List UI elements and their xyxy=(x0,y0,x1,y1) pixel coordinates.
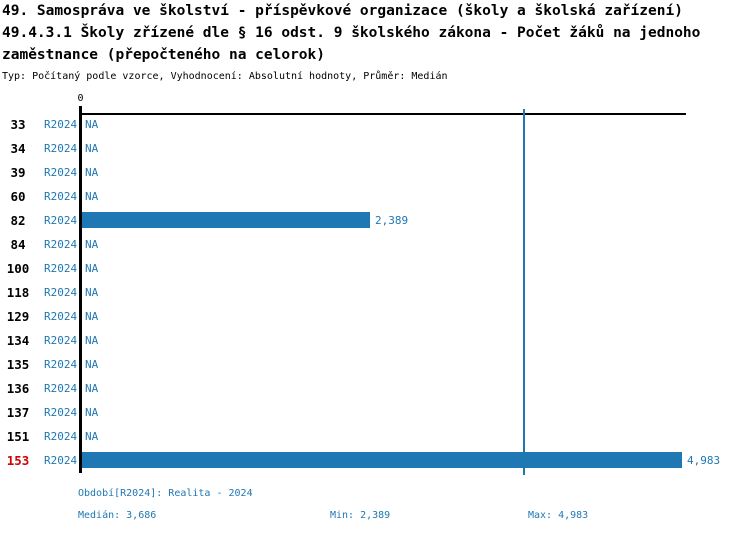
row-na-label: NA xyxy=(85,310,99,323)
chart-row-136: 136 R2024 NA xyxy=(0,376,750,400)
row-period-label: R2024 xyxy=(44,406,78,419)
row-value-label: 4,983 xyxy=(687,454,721,467)
row-category-label: 33 xyxy=(10,117,26,132)
row-period-label: R2024 xyxy=(44,430,78,443)
footer-median-label: Medián: 3,686 xyxy=(78,510,157,521)
y-axis-line xyxy=(79,106,82,473)
row-category-label: 84 xyxy=(10,237,26,252)
x-axis-line xyxy=(79,113,686,115)
row-period-label: R2024 xyxy=(44,382,78,395)
row-category-label: 34 xyxy=(10,141,26,156)
row-bar xyxy=(82,212,370,228)
row-na-label: NA xyxy=(85,190,99,203)
row-period-label: R2024 xyxy=(44,238,78,251)
row-na-label: NA xyxy=(85,262,99,275)
row-period-label: R2024 xyxy=(44,286,78,299)
report-meta-line: Typ: Počítaný podle vzorce, Vyhodnocení:… xyxy=(2,71,448,82)
row-period-label: R2024 xyxy=(44,142,78,155)
row-na-label: NA xyxy=(85,406,99,419)
row-value-label: 2,389 xyxy=(375,214,409,227)
chart-row-33: 33 R2024 NA xyxy=(0,112,750,136)
row-category-label: 134 xyxy=(6,333,30,348)
row-category-label: 100 xyxy=(6,261,30,276)
report-title-line-1: 49. Samospráva ve školství - příspěvkové… xyxy=(2,3,683,19)
chart-row-82: 82 R2024 2,389 xyxy=(0,208,750,232)
chart-row-151: 151 R2024 NA xyxy=(0,424,750,448)
report-title-line-3: zaměstnance (přepočteného na celorok) xyxy=(2,47,326,63)
row-category-label: 136 xyxy=(6,381,30,396)
footer-max-label: Max: 4,983 xyxy=(528,510,589,521)
row-na-label: NA xyxy=(85,238,99,251)
row-na-label: NA xyxy=(85,142,99,155)
row-category-label: 137 xyxy=(6,405,30,420)
row-period-label: R2024 xyxy=(44,358,78,371)
chart-row-135: 135 R2024 NA xyxy=(0,352,750,376)
row-na-label: NA xyxy=(85,430,99,443)
chart-row-153: 153 R2024 4,983 xyxy=(0,448,750,472)
chart-row-134: 134 R2024 NA xyxy=(0,328,750,352)
chart-row-60: 60 R2024 NA xyxy=(0,184,750,208)
row-category-label: 39 xyxy=(10,165,26,180)
row-na-label: NA xyxy=(85,166,99,179)
footer-min-label: Min: 2,389 xyxy=(330,510,391,521)
row-period-label: R2024 xyxy=(44,190,78,203)
row-period-label: R2024 xyxy=(44,334,78,347)
row-category-label: 118 xyxy=(6,285,30,300)
row-period-label: R2024 xyxy=(44,166,78,179)
row-category-label: 60 xyxy=(10,189,26,204)
row-na-label: NA xyxy=(85,382,99,395)
row-na-label: NA xyxy=(85,334,99,347)
row-period-label: R2024 xyxy=(44,118,78,131)
chart-row-34: 34 R2024 NA xyxy=(0,136,750,160)
chart-row-100: 100 R2024 NA xyxy=(0,256,750,280)
chart-row-129: 129 R2024 NA xyxy=(0,304,750,328)
row-category-label: 135 xyxy=(6,357,30,372)
chart-row-39: 39 R2024 NA xyxy=(0,160,750,184)
row-na-label: NA xyxy=(85,358,99,371)
x-axis-tick-label-0: 0 xyxy=(77,93,84,104)
median-reference-line xyxy=(523,109,525,475)
row-na-label: NA xyxy=(85,118,99,131)
row-period-label: R2024 xyxy=(44,310,78,323)
row-na-label: NA xyxy=(85,286,99,299)
row-category-label: 153 xyxy=(6,453,30,468)
row-category-label: 82 xyxy=(10,213,26,228)
row-period-label: R2024 xyxy=(44,454,78,467)
row-category-label: 129 xyxy=(6,309,30,324)
chart-row-84: 84 R2024 NA xyxy=(0,232,750,256)
footer-period-label: Období[R2024]: Realita - 2024 xyxy=(78,488,253,499)
row-category-label: 151 xyxy=(6,429,30,444)
row-bar xyxy=(82,452,682,468)
row-period-label: R2024 xyxy=(44,262,78,275)
row-period-label: R2024 xyxy=(44,214,78,227)
chart-row-118: 118 R2024 NA xyxy=(0,280,750,304)
report-title-line-2: 49.4.3.1 Školy zřízené dle § 16 odst. 9 … xyxy=(2,25,701,41)
chart-row-137: 137 R2024 NA xyxy=(0,400,750,424)
